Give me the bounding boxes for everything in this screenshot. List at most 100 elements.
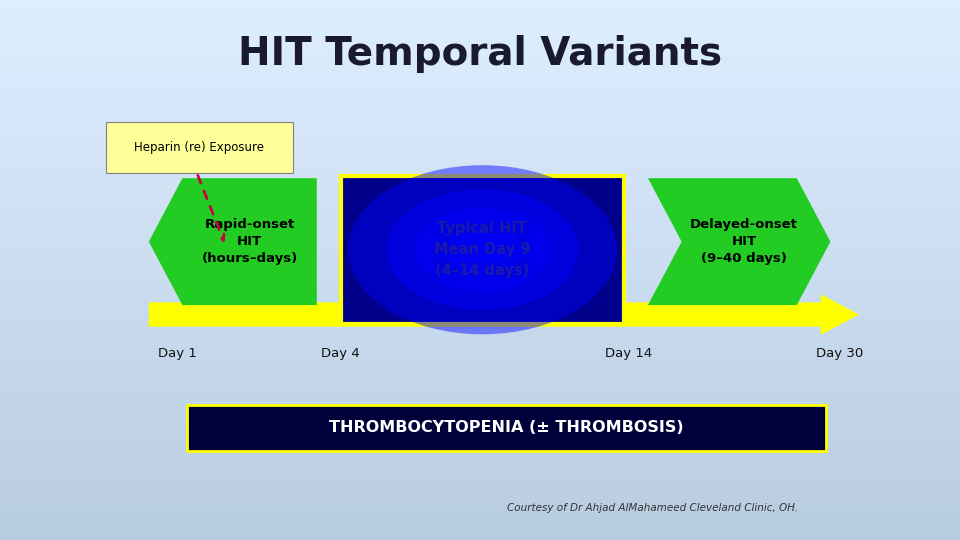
Bar — [0, 440, 960, 443]
Bar — [0, 513, 960, 516]
Text: Day 14: Day 14 — [605, 347, 653, 360]
Bar — [0, 246, 960, 248]
Bar — [0, 392, 960, 394]
Bar — [0, 327, 960, 329]
Bar — [0, 526, 960, 529]
Bar — [0, 478, 960, 481]
Bar — [0, 370, 960, 373]
Bar — [0, 254, 960, 256]
Bar — [0, 464, 960, 467]
Bar — [0, 73, 960, 76]
Bar — [0, 43, 960, 46]
Bar — [0, 173, 960, 176]
Bar — [0, 65, 960, 68]
Bar — [0, 448, 960, 451]
Bar — [0, 57, 960, 59]
Bar — [0, 205, 960, 208]
Bar — [0, 130, 960, 132]
Text: Delayed-onset
HIT
(9–40 days): Delayed-onset HIT (9–40 days) — [690, 218, 798, 265]
Bar — [0, 219, 960, 221]
Bar — [0, 8, 960, 11]
FancyBboxPatch shape — [444, 230, 520, 270]
Bar — [0, 378, 960, 381]
FancyBboxPatch shape — [424, 220, 540, 280]
Ellipse shape — [386, 190, 578, 310]
FancyBboxPatch shape — [447, 232, 516, 268]
Bar — [0, 19, 960, 22]
Bar — [0, 437, 960, 440]
Bar — [0, 532, 960, 535]
Bar — [0, 421, 960, 424]
Bar — [0, 119, 960, 122]
Bar — [0, 416, 960, 418]
Text: Rapid-onset
HIT
(hours–days): Rapid-onset HIT (hours–days) — [202, 218, 298, 265]
FancyBboxPatch shape — [436, 226, 528, 274]
Bar — [0, 410, 960, 413]
Bar — [0, 537, 960, 540]
Bar — [0, 184, 960, 186]
Bar — [0, 78, 960, 81]
Bar — [0, 92, 960, 94]
Bar — [0, 262, 960, 265]
Bar — [0, 310, 960, 313]
FancyBboxPatch shape — [341, 176, 624, 324]
Polygon shape — [149, 294, 859, 335]
FancyBboxPatch shape — [467, 242, 497, 258]
Bar — [0, 486, 960, 489]
Bar — [0, 143, 960, 146]
Bar — [0, 278, 960, 281]
Bar — [0, 186, 960, 189]
Bar — [0, 481, 960, 483]
Bar — [0, 251, 960, 254]
Text: Courtesy of Dr Ahjad AlMahameed Cleveland Clinic, OH.: Courtesy of Dr Ahjad AlMahameed Clevelan… — [507, 503, 799, 512]
Bar — [0, 24, 960, 27]
Bar — [0, 202, 960, 205]
Bar — [0, 475, 960, 478]
Bar — [0, 459, 960, 462]
Bar — [0, 270, 960, 273]
FancyBboxPatch shape — [428, 221, 536, 278]
Bar — [0, 135, 960, 138]
Bar — [0, 211, 960, 213]
Bar — [0, 335, 960, 338]
Bar — [0, 81, 960, 84]
Bar — [0, 297, 960, 300]
Bar — [0, 364, 960, 367]
Bar — [0, 105, 960, 108]
FancyBboxPatch shape — [451, 234, 513, 266]
Bar — [0, 232, 960, 235]
Bar — [0, 124, 960, 127]
Bar — [0, 286, 960, 289]
Bar — [0, 443, 960, 445]
Bar — [0, 273, 960, 275]
Bar — [0, 0, 960, 3]
Bar — [0, 108, 960, 111]
Bar — [0, 127, 960, 130]
Bar — [0, 508, 960, 510]
Bar — [0, 240, 960, 243]
Bar — [0, 86, 960, 89]
Bar — [0, 224, 960, 227]
Bar — [0, 59, 960, 62]
FancyBboxPatch shape — [440, 227, 524, 272]
Bar — [0, 354, 960, 356]
Ellipse shape — [348, 165, 616, 334]
Bar — [0, 38, 960, 40]
Bar — [0, 356, 960, 359]
Bar — [0, 138, 960, 140]
Bar — [0, 424, 960, 427]
Ellipse shape — [444, 226, 520, 274]
Bar — [0, 535, 960, 537]
Bar — [0, 256, 960, 259]
Bar — [0, 510, 960, 513]
Text: Day 4: Day 4 — [322, 347, 360, 360]
Text: Heparin (re) Exposure: Heparin (re) Exposure — [134, 140, 264, 154]
Bar — [0, 427, 960, 429]
Bar — [0, 248, 960, 251]
Bar — [0, 100, 960, 103]
Bar — [0, 5, 960, 8]
Bar — [0, 435, 960, 437]
Bar — [0, 462, 960, 464]
Bar — [0, 216, 960, 219]
Bar — [0, 35, 960, 38]
